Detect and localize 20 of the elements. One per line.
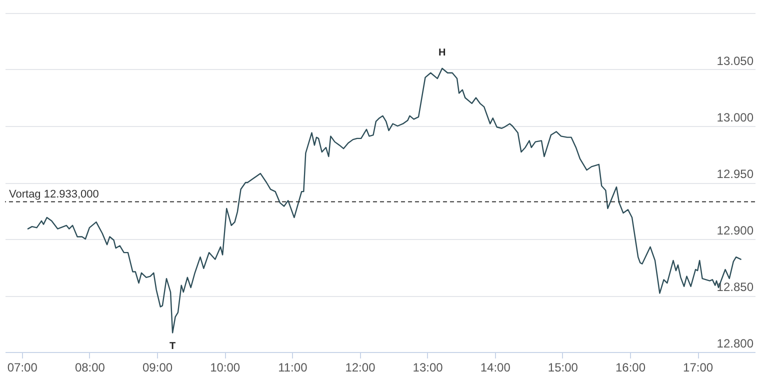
x-tick-label: 10:00 [210,360,240,374]
y-tick-label: 12.950 [716,167,754,181]
y-tick-label: 12.850 [716,280,754,294]
x-tick-label: 11:00 [278,360,308,374]
x-tick-label: 14:00 [480,360,511,374]
x-tick-label: 09:00 [142,360,173,374]
x-tick-label: 17:00 [683,360,714,374]
x-tick-label: 15:00 [548,360,578,374]
y-tick-label: 12.800 [716,336,754,350]
x-tick-label: 13:00 [412,360,444,374]
x-tick-label: 12:00 [345,360,376,374]
annotation: T [170,340,176,352]
x-tick-label: 16:00 [615,360,646,374]
y-tick-label: 12.900 [716,224,754,238]
x-tick-label: 07:00 [7,360,38,374]
y-tick-label: 13.000 [716,110,754,124]
y-tick-label: 13.050 [716,54,754,68]
ref-line-label: Vortag 12.933,000 [9,188,99,201]
x-tick-label: 08:00 [74,360,106,374]
annotation: H [438,47,446,58]
